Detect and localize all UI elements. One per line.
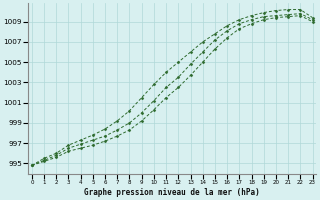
X-axis label: Graphe pression niveau de la mer (hPa): Graphe pression niveau de la mer (hPa) (84, 188, 260, 197)
